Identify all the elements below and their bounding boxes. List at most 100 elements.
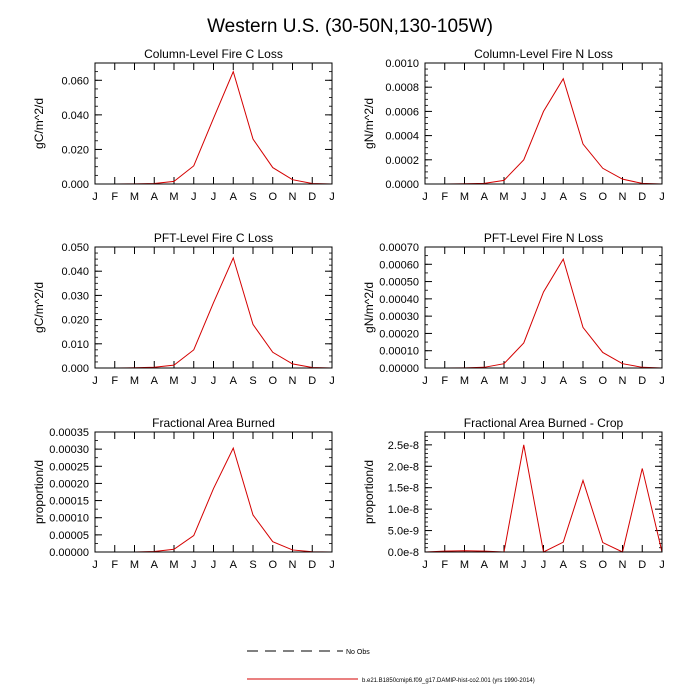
- x-tick-label: A: [560, 559, 568, 571]
- y-tick-label: 0.000: [61, 363, 89, 375]
- x-tick-label: M: [130, 191, 139, 203]
- x-tick-label: O: [598, 559, 607, 571]
- x-tick-label: F: [111, 559, 118, 571]
- y-tick-label: 0.0000: [385, 179, 419, 191]
- x-tick-label: J: [422, 559, 428, 571]
- y-axis-label: proportion/d: [32, 460, 46, 524]
- y-tick-label: 0.00025: [49, 461, 89, 473]
- x-tick-label: O: [268, 559, 277, 571]
- panel-1: Column-Level Fire C Loss 0.000 0.020 0.040 0…: [32, 47, 335, 203]
- x-tick-label: O: [268, 375, 277, 387]
- x-tick-label: S: [249, 559, 256, 571]
- y-tick-label: 0.00060: [379, 259, 419, 271]
- panel-5: Fractional Area Burned 0.00000 0.00005 0.00…: [32, 416, 335, 571]
- x-tick-label: A: [481, 559, 489, 571]
- x-tick-label: A: [230, 191, 238, 203]
- legend: No Obs b.e21.B1850cmip6.f09_g17.DAMIP-hi…: [247, 649, 535, 684]
- y-axis-label: gN/m^2/d: [362, 98, 376, 149]
- y-tick-label: 0.00015: [49, 496, 89, 508]
- x-tick-label: D: [308, 191, 316, 203]
- series-line: [95, 446, 333, 553]
- series-line: [424, 444, 663, 553]
- x-tick-label: A: [560, 375, 568, 387]
- y-tick-label: 2.0e-8: [388, 461, 419, 473]
- x-tick-label: N: [289, 375, 297, 387]
- panel-title: Fractional Area Burned - Crop: [464, 416, 624, 430]
- x-tick-label: J: [422, 375, 428, 387]
- plot-frame: [94, 62, 333, 185]
- x-tick-label: D: [308, 375, 316, 387]
- x-tick-label: N: [289, 191, 297, 203]
- panel-title: Column-Level Fire C Loss: [144, 47, 283, 61]
- y-axis-label: gC/m^2/d: [32, 282, 46, 333]
- x-tick-label: M: [499, 191, 508, 203]
- x-tick-label: M: [499, 559, 508, 571]
- panel-4: PFT-Level Fire N Loss 0.00000 0.00010 0.000…: [362, 231, 665, 387]
- x-tick-label: J: [92, 559, 98, 571]
- y-tick-label: 0.00030: [379, 311, 419, 323]
- y-tick-label: 0.050: [61, 242, 89, 254]
- legend-no-obs-label: No Obs: [346, 649, 370, 656]
- x-tick-label: N: [619, 375, 627, 387]
- panel-6: Fractional Area Burned - Crop 0.0e-8 5.0e-…: [362, 416, 665, 571]
- y-axis-label: gN/m^2/d: [362, 282, 376, 333]
- y-tick-label: 1.0e-8: [388, 504, 419, 516]
- y-tick-label: 0.030: [61, 290, 89, 302]
- y-tick-label: 0.00050: [379, 277, 419, 289]
- x-tick-label: A: [481, 191, 489, 203]
- x-tick-label: S: [249, 191, 256, 203]
- x-tick-label: M: [499, 375, 508, 387]
- x-tick-label: M: [169, 559, 178, 571]
- panel-title: Fractional Area Burned: [152, 416, 275, 430]
- y-axis-label: gC/m^2/d: [32, 98, 46, 149]
- y-tick-label: 0.00010: [379, 346, 419, 358]
- x-tick-label: A: [151, 191, 159, 203]
- x-tick-label: A: [151, 559, 159, 571]
- x-tick-label: N: [619, 191, 627, 203]
- y-tick-label: 0.00040: [379, 294, 419, 306]
- x-tick-label: J: [422, 191, 428, 203]
- x-tick-label: J: [211, 375, 217, 387]
- panel-title: Column-Level Fire N Loss: [474, 47, 613, 61]
- x-tick-label: J: [541, 375, 547, 387]
- figure-title: Western U.S. (30-50N,130-105W): [207, 16, 493, 37]
- y-tick-label: 0.010: [61, 339, 89, 351]
- y-tick-label: 0.0008: [385, 82, 419, 94]
- x-tick-label: O: [598, 191, 607, 203]
- x-tick-label: M: [460, 191, 469, 203]
- x-tick-label: A: [560, 191, 568, 203]
- x-tick-label: D: [638, 191, 646, 203]
- x-tick-label: S: [579, 191, 586, 203]
- panel-2: Column-Level Fire N Loss 0.0000 0.0002 0.00…: [362, 47, 665, 203]
- x-tick-label: J: [92, 191, 98, 203]
- plot-frame: [94, 431, 333, 553]
- x-tick-label: D: [638, 375, 646, 387]
- x-tick-label: J: [521, 375, 527, 387]
- x-tick-label: J: [521, 559, 527, 571]
- x-tick-label: A: [230, 375, 238, 387]
- x-tick-label: J: [211, 559, 217, 571]
- y-tick-label: 0.00070: [379, 242, 419, 254]
- series-line: [95, 70, 333, 185]
- y-tick-label: 0.0004: [385, 131, 419, 143]
- y-tick-label: 2.5e-8: [388, 440, 419, 452]
- x-tick-label: O: [268, 191, 277, 203]
- x-tick-label: S: [249, 375, 256, 387]
- x-tick-label: M: [130, 375, 139, 387]
- plot-frame: [94, 246, 333, 369]
- y-tick-label: 1.5e-8: [388, 483, 419, 495]
- x-tick-label: N: [289, 559, 297, 571]
- x-tick-label: S: [579, 559, 586, 571]
- x-tick-label: D: [638, 559, 646, 571]
- x-tick-label: J: [521, 191, 527, 203]
- x-tick-label: J: [191, 559, 197, 571]
- x-tick-label: F: [111, 191, 118, 203]
- x-tick-label: S: [579, 375, 586, 387]
- x-tick-label: A: [151, 375, 159, 387]
- x-tick-label: D: [308, 559, 316, 571]
- x-tick-label: M: [460, 559, 469, 571]
- y-tick-label: 0.00020: [49, 478, 89, 490]
- x-tick-label: J: [211, 191, 217, 203]
- y-tick-label: 0.0002: [385, 155, 419, 167]
